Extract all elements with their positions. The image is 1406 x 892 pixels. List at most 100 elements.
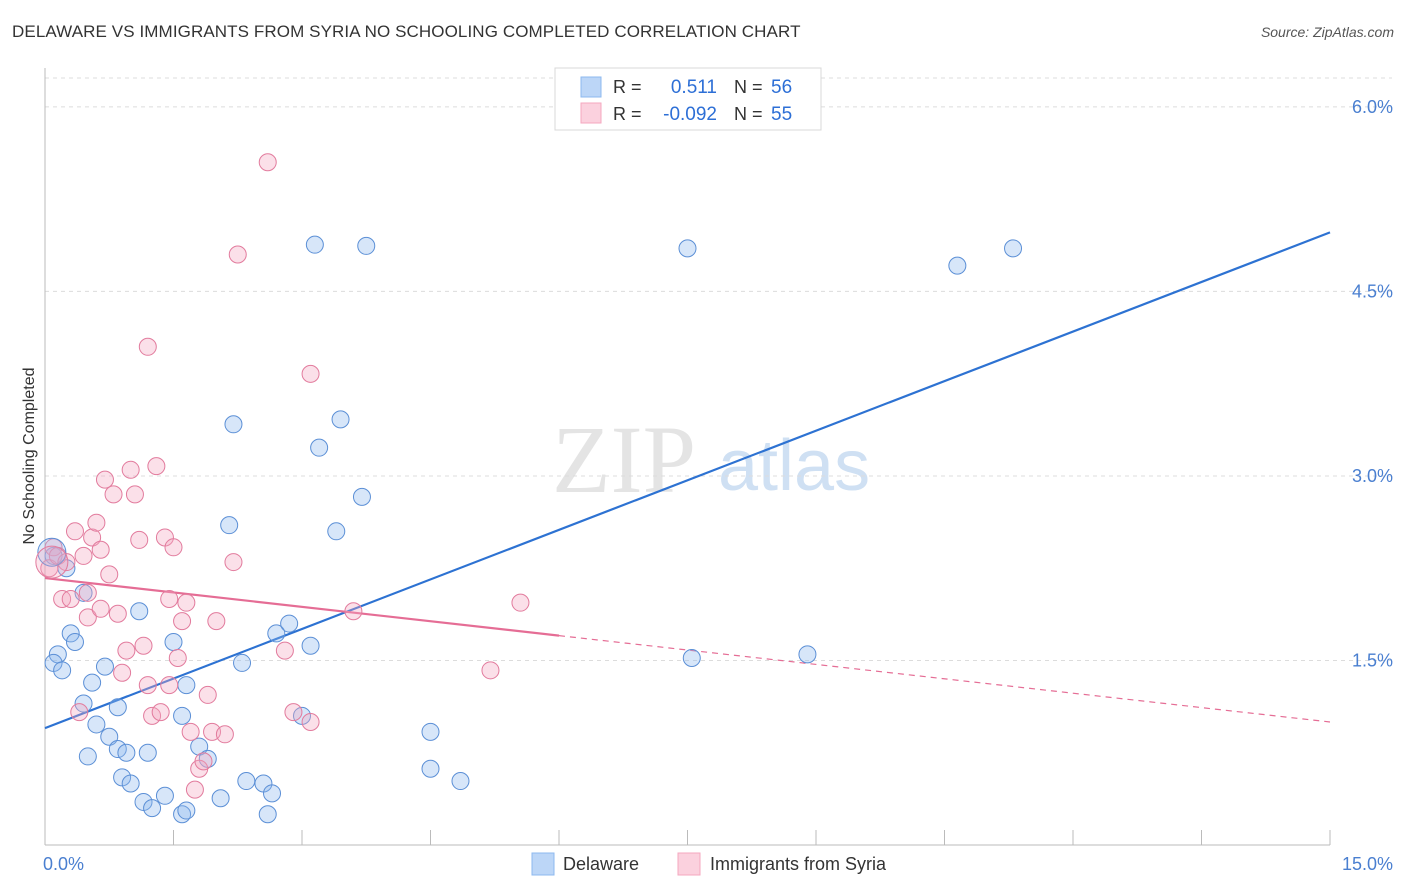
syria-point — [228, 245, 247, 264]
y-tick-label: 3.0% — [1352, 466, 1393, 486]
syria-point — [61, 589, 80, 608]
legend-bottom-label-syria: Immigrants from Syria — [710, 854, 887, 874]
syria-point — [83, 528, 102, 547]
y-tick-label: 4.5% — [1352, 281, 1393, 301]
syria-point — [207, 612, 226, 631]
x-tick-label: 15.0% — [1342, 854, 1393, 874]
syria-point — [284, 703, 303, 722]
y-tick-label: 1.5% — [1352, 650, 1393, 670]
delaware-point — [190, 737, 209, 756]
syria-point — [138, 676, 157, 695]
legend-n-label-1: N = — [734, 77, 763, 97]
delaware-point — [173, 706, 192, 725]
delaware-point — [108, 740, 127, 759]
syria-point — [301, 712, 320, 731]
legend-n-value-1: 56 — [771, 77, 792, 98]
delaware-point — [117, 743, 136, 762]
syria-point — [104, 485, 123, 504]
delaware-point — [451, 772, 470, 791]
legend-r-value-1: 0.511 — [671, 77, 717, 98]
syria-point — [113, 663, 132, 682]
x-tick-label: 0.0% — [43, 854, 84, 874]
delaware-point — [331, 410, 350, 429]
delaware-point — [267, 624, 286, 643]
correlation-legend: R = 0.511 N = 56 R = -0.092 N = 55 — [554, 67, 822, 131]
delaware-point — [83, 673, 102, 692]
syria-point — [275, 641, 294, 660]
delaware-point — [211, 789, 230, 808]
syria-point — [160, 589, 179, 608]
syria-point — [511, 593, 530, 612]
syria-point — [168, 649, 187, 668]
syria-point — [91, 599, 110, 618]
legend-r-value-2: -0.092 — [663, 104, 717, 125]
legend-swatch-delaware — [580, 76, 602, 98]
source-label: Source: ZipAtlas.com — [1260, 24, 1394, 40]
delaware-point — [65, 633, 84, 652]
syria-point — [160, 676, 179, 695]
watermark-zip: ZIP — [552, 406, 696, 513]
syria-point-large — [35, 545, 69, 579]
syria-point — [65, 522, 84, 541]
series-legend: Delaware Immigrants from Syria — [531, 852, 887, 876]
y-axis-title: No Schooling Completed — [21, 368, 38, 545]
syria-point — [125, 485, 144, 504]
delaware-point — [258, 805, 277, 824]
delaware-point — [263, 784, 282, 803]
legend-swatch-syria — [580, 102, 602, 124]
delaware-point — [224, 415, 243, 434]
legend-bottom-swatch-syria — [677, 852, 701, 876]
delaware-point — [130, 602, 149, 621]
syria-point — [70, 703, 89, 722]
delaware-point — [108, 698, 127, 717]
syria-point — [87, 513, 106, 532]
syria-point — [143, 706, 162, 725]
syria-point — [258, 153, 277, 172]
syria-point — [100, 565, 119, 584]
delaware-point — [678, 239, 697, 258]
delaware-point — [798, 645, 817, 664]
delaware-point — [177, 676, 196, 695]
delaware-point-large — [37, 537, 67, 567]
delaware-point — [357, 236, 376, 255]
syria-point — [147, 457, 166, 476]
syria-point — [151, 703, 170, 722]
syria-point — [215, 725, 234, 744]
delaware-point — [74, 694, 93, 713]
syria-point — [108, 604, 127, 623]
syria-point — [181, 722, 200, 741]
syria-point — [481, 661, 500, 680]
delaware-point — [233, 653, 252, 672]
syria-point — [301, 364, 320, 383]
syria-point — [194, 752, 213, 771]
delaware-point — [95, 657, 114, 676]
syria-point — [117, 641, 136, 660]
y-tick-label: 6.0% — [1352, 97, 1393, 117]
syria-trendline — [44, 576, 560, 637]
delaware-point — [143, 799, 162, 818]
delaware-point — [305, 235, 324, 254]
delaware-point — [280, 614, 299, 633]
chart-title: DELAWARE VS IMMIGRANTS FROM SYRIA NO SCH… — [12, 22, 801, 41]
grid-lines — [45, 77, 1392, 661]
delaware-point — [327, 522, 346, 541]
legend-bottom-swatch-delaware — [531, 852, 555, 876]
legend-r-label-1: R = — [613, 77, 642, 97]
axes: 1.5% 3.0% 4.5% 6.0% 0.0% 15.0% — [43, 68, 1393, 874]
syria-point — [121, 460, 140, 479]
delaware-point — [121, 774, 140, 793]
delaware-point — [61, 624, 80, 643]
delaware-point — [100, 727, 119, 746]
legend-n-value-2: 55 — [771, 104, 792, 125]
syria-point — [57, 553, 76, 572]
syria-point — [198, 685, 217, 704]
delaware-point — [1004, 239, 1023, 258]
delaware-point — [177, 801, 196, 820]
legend-n-label-2: N = — [734, 104, 763, 124]
delaware-point — [301, 636, 320, 655]
delaware-point — [237, 772, 256, 791]
syria-point — [173, 612, 192, 631]
delaware-point — [164, 633, 183, 652]
delaware-point — [78, 747, 97, 766]
